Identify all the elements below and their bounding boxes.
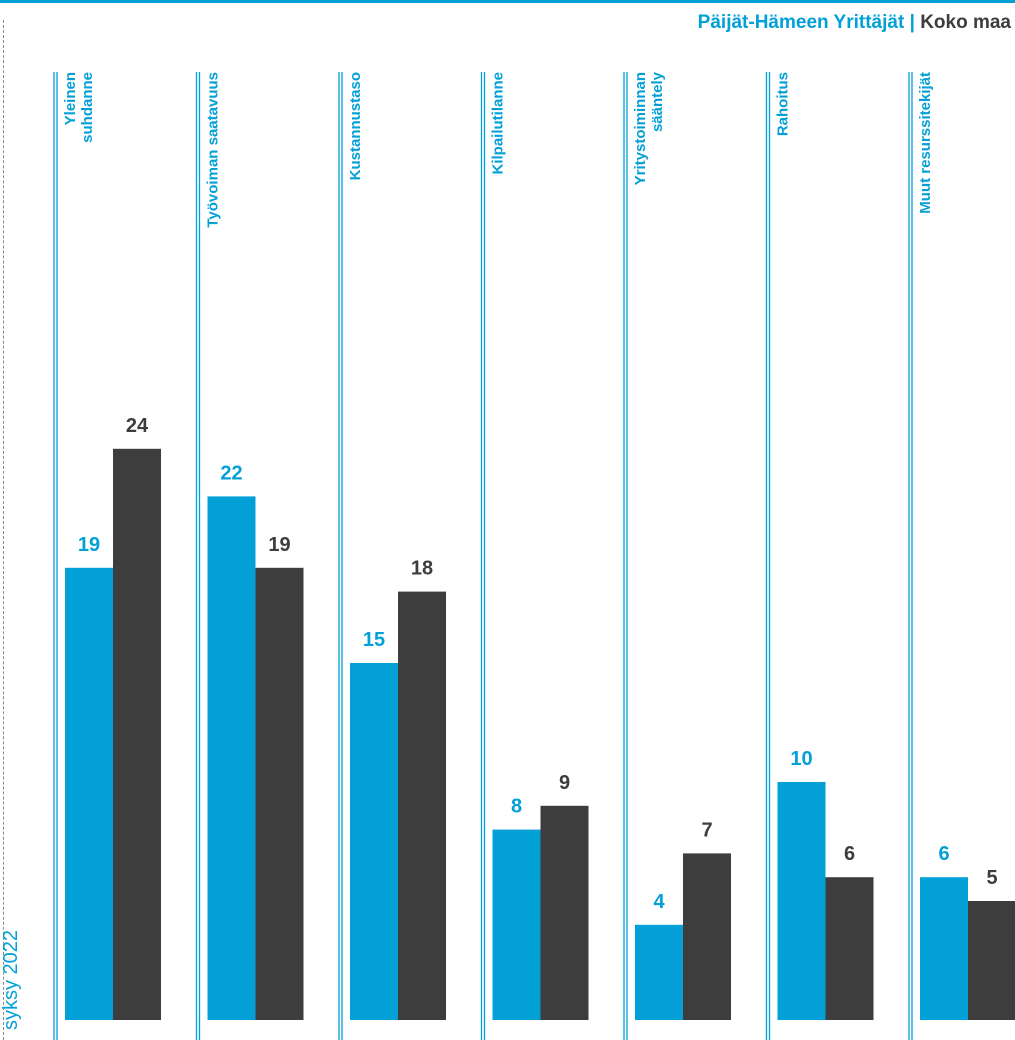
bar-series-b: [825, 877, 874, 1020]
legend-separator: |: [909, 12, 915, 33]
bar-series-b: [540, 805, 589, 1020]
category-label: Työvoiman saatavuus: [205, 72, 222, 228]
bar-series-a: [207, 496, 256, 1020]
bar-series-b: [255, 567, 304, 1020]
bar-series-a: [350, 663, 398, 1020]
category-label: Muut resurssitekijät: [917, 72, 934, 214]
data-label: 9: [559, 772, 570, 794]
data-label: 7: [701, 819, 712, 841]
bar-series-a: [920, 877, 968, 1020]
data-label: 19: [78, 534, 100, 556]
data-label: 10: [790, 748, 812, 770]
category-label: Kustannustaso: [347, 72, 364, 180]
data-label: 6: [938, 843, 949, 865]
data-label: 24: [126, 415, 149, 437]
category-label: Yritystoiminnansääntely: [632, 71, 666, 185]
bar-series-b: [398, 591, 446, 1020]
category-label: Kilpailutilanne: [490, 72, 507, 175]
data-label: 22: [220, 462, 242, 484]
data-label: 5: [986, 867, 997, 889]
data-label: 8: [511, 796, 522, 818]
data-label: 6: [844, 843, 855, 865]
legend-series-a: Päijät-Hämeen Yrittäjät: [697, 12, 905, 33]
bar-series-b: [683, 853, 731, 1020]
bar-series-a: [65, 567, 113, 1020]
data-label: 4: [653, 891, 665, 913]
data-label: 19: [268, 534, 290, 556]
left-dashed-border: [3, 20, 4, 1040]
data-label: 15: [363, 629, 385, 651]
legend: Päijät-Hämeen Yrittäjät | Koko maa: [698, 12, 1011, 34]
bar-series-b: [968, 901, 1015, 1020]
category-label: Rahoitus: [775, 72, 792, 136]
bar-series-a: [777, 782, 826, 1020]
bar-series-a: [492, 829, 541, 1020]
legend-series-b: Koko maa: [920, 12, 1011, 33]
bar-series-b: [113, 448, 161, 1020]
bar-series-a: [635, 924, 683, 1020]
top-rule: [0, 0, 1015, 3]
data-label: 18: [411, 558, 433, 580]
category-label: Yleinensuhdanne: [62, 72, 96, 143]
